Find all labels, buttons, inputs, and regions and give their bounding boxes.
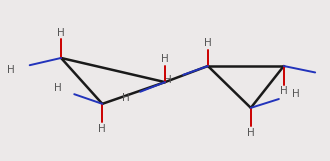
Text: H: H: [280, 86, 288, 96]
Text: H: H: [204, 38, 212, 48]
Text: H: H: [161, 54, 169, 64]
Text: H: H: [164, 75, 172, 85]
Text: H: H: [7, 65, 15, 75]
Text: H: H: [292, 89, 300, 99]
Text: H: H: [98, 124, 106, 134]
Text: H: H: [57, 28, 65, 38]
Text: H: H: [121, 93, 129, 103]
Text: H: H: [53, 83, 61, 93]
Text: H: H: [247, 128, 255, 138]
